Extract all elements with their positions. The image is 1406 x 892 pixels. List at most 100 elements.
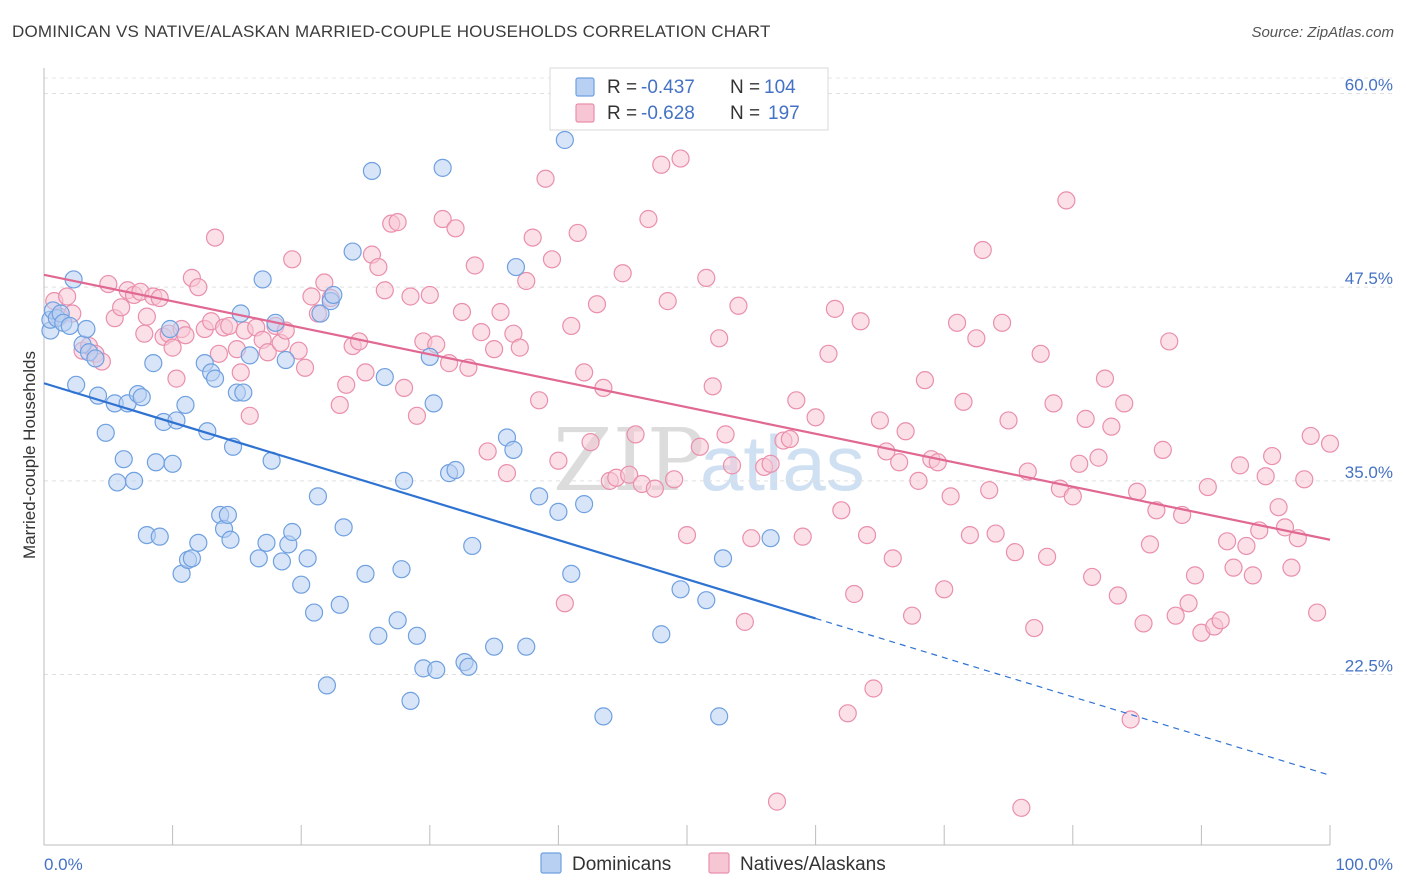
point-natives — [112, 298, 131, 317]
point-dominicans — [221, 530, 240, 549]
point-natives — [1198, 477, 1217, 497]
point-natives — [915, 371, 935, 390]
point-natives — [1179, 594, 1198, 613]
point-natives — [135, 324, 154, 343]
point-dominicans — [189, 533, 208, 552]
point-natives — [510, 338, 529, 357]
point-dominicans — [517, 637, 536, 656]
point-dominicans — [407, 626, 427, 645]
point-natives — [652, 155, 671, 174]
stats-n-label-natives: N = — [730, 103, 760, 124]
point-dominicans — [710, 707, 729, 726]
point-natives — [819, 344, 838, 363]
point-natives — [1282, 558, 1301, 577]
point-natives — [690, 437, 709, 456]
point-dominicans — [424, 394, 443, 413]
point-dominicans — [96, 423, 115, 442]
point-dominicans — [60, 316, 79, 336]
x-tick-label-min: 0.0% — [44, 855, 83, 874]
point-natives — [851, 312, 870, 331]
point-natives — [555, 594, 574, 613]
point-natives — [735, 612, 754, 631]
point-natives — [793, 527, 812, 546]
point-natives — [315, 273, 334, 292]
point-dominicans — [249, 549, 268, 568]
point-dominicans — [298, 549, 317, 568]
point-natives — [485, 340, 504, 359]
stats-legend: R = -0.437 N = 104 R = -0.628 N = 197 — [549, 67, 829, 131]
y-tick-label: 47.5% — [1345, 269, 1393, 288]
point-dominicans — [433, 158, 452, 177]
point-natives — [710, 329, 729, 348]
point-natives — [1102, 417, 1121, 436]
point-natives — [697, 268, 716, 287]
point-natives — [289, 341, 308, 360]
point-natives — [1160, 332, 1179, 351]
point-dominicans — [504, 440, 523, 459]
point-natives — [446, 219, 465, 238]
y-tick-labels: 22.5% 35.0% 47.5% 60.0% — [1345, 75, 1393, 675]
point-natives — [960, 526, 980, 545]
point-natives — [1140, 535, 1160, 554]
point-natives — [1089, 448, 1108, 467]
point-natives — [838, 704, 857, 723]
point-natives — [806, 408, 825, 427]
trend-line-dominicans-extension — [815, 617, 1331, 776]
point-natives — [967, 329, 986, 348]
point-natives — [388, 213, 407, 232]
point-natives — [1063, 487, 1082, 506]
point-natives — [517, 271, 536, 291]
point-natives — [1108, 586, 1127, 605]
point-natives — [401, 287, 420, 306]
series-legend: Dominicans Natives/Alaskans — [540, 852, 886, 875]
point-natives — [671, 149, 690, 168]
point-natives — [283, 250, 302, 269]
y-tick-label: 60.0% — [1345, 75, 1393, 94]
point-natives — [1237, 536, 1256, 556]
point-natives — [369, 257, 388, 277]
point-dominicans — [330, 595, 349, 614]
point-natives — [870, 411, 890, 430]
point-natives — [729, 296, 748, 315]
point-natives — [1256, 467, 1275, 486]
point-natives — [742, 529, 761, 548]
point-natives — [787, 391, 806, 410]
point-natives — [1134, 614, 1153, 633]
point-natives — [1005, 543, 1025, 562]
point-natives — [941, 487, 960, 506]
point-natives — [176, 326, 195, 345]
point-natives — [832, 501, 851, 520]
point-natives — [472, 323, 491, 342]
point-natives — [330, 395, 349, 415]
point-natives — [189, 278, 208, 297]
point-natives — [420, 285, 439, 305]
point-natives — [1301, 426, 1320, 446]
stats-legend-box — [549, 67, 829, 131]
point-natives — [205, 228, 225, 247]
point-natives — [295, 358, 315, 377]
y-tick-label: 35.0% — [1345, 463, 1393, 482]
point-natives — [1166, 606, 1185, 625]
point-natives — [857, 526, 877, 545]
point-natives — [1295, 470, 1314, 489]
point-natives — [58, 287, 77, 306]
point-natives — [491, 302, 510, 322]
point-natives — [575, 363, 594, 382]
x-tick-label-max: 100.0% — [1335, 855, 1393, 874]
point-dominicans — [240, 346, 259, 365]
point-natives — [992, 313, 1012, 332]
point-natives — [478, 442, 497, 461]
point-dominicans — [150, 527, 169, 546]
point-natives — [1095, 369, 1115, 388]
point-natives — [864, 679, 883, 698]
point-dominicans — [392, 560, 411, 579]
point-dominicans — [530, 487, 549, 506]
point-natives — [620, 465, 639, 484]
point-dominicans — [253, 270, 272, 289]
point-natives — [258, 343, 277, 362]
point-natives — [716, 425, 735, 444]
point-natives — [902, 606, 922, 625]
point-dominicans — [176, 395, 195, 415]
point-dominicans — [160, 319, 180, 339]
stats-legend-swatch-dominicans — [575, 77, 595, 97]
